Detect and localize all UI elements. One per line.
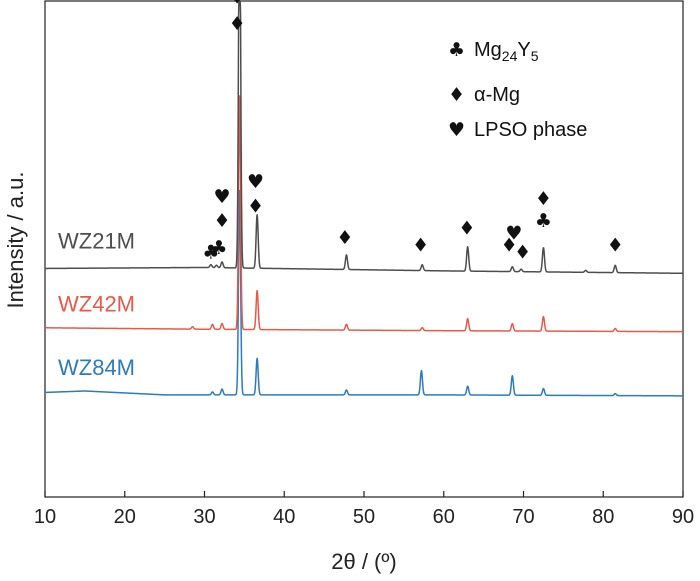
series-line-wz42m (44, 95, 684, 333)
phase-marker-3: ♥ (214, 186, 231, 208)
legend-label-lpso: LPSO phase (474, 119, 587, 141)
sample-label-wz84m: WZ84M (58, 355, 135, 380)
annotation-layer: ♣♣♦♥♦♥♦♥♦♦♦♦♥♦♣♦♦ (202, 0, 623, 264)
legend-symbol-heart: ♥ (448, 119, 465, 141)
phase-marker-16: ♦ (607, 234, 624, 256)
x-tick-label-80: 80 (592, 506, 614, 528)
phase-marker-14: ♣ (535, 210, 552, 232)
ticks-layer: 10 20 30 40 50 60 70 80 90 (34, 491, 694, 528)
phase-marker-6: ♦ (247, 196, 264, 218)
x-tick-label-40: 40 (273, 506, 295, 528)
phase-marker-7: ♥ (247, 171, 264, 193)
legend-symbol-club: ♣ (448, 39, 465, 61)
sample-labels: WZ21M WZ42M WZ84M (58, 228, 135, 379)
x-tick-label-70: 70 (512, 506, 534, 528)
phase-marker-10: ♦ (458, 217, 475, 239)
x-tick-label-30: 30 (193, 506, 215, 528)
series-layer (44, 0, 684, 397)
legend-label-alpha-mg: α-Mg (474, 84, 520, 106)
sample-label-wz42m: WZ42M (58, 292, 135, 317)
x-tick-label-10: 10 (34, 506, 56, 528)
legend-label-mg24y5: Mg24Y5 (474, 39, 539, 64)
phase-marker-12: ♥ (505, 222, 522, 244)
phase-marker-9: ♦ (412, 234, 429, 256)
phase-marker-1: ♣ (210, 237, 227, 259)
phase-marker-4: ♦ (229, 13, 246, 35)
phase-marker-0: ♣ (202, 242, 219, 264)
x-tick-label-90: 90 (672, 506, 694, 528)
series-line-wz21m (44, 0, 684, 275)
x-tick-label-20: 20 (114, 506, 136, 528)
legend-symbol-diamond: ♦ (448, 84, 465, 106)
y-axis-title: Intensity / a.u. (3, 172, 28, 309)
phase-marker-5: ♥ (229, 0, 246, 8)
phase-marker-2: ♦ (214, 210, 231, 232)
phase-marker-15: ♦ (535, 188, 552, 210)
plot-frame (44, 0, 684, 498)
phase-marker-13: ♦ (514, 242, 531, 264)
legend: ♣ Mg24Y5 ♦ α-Mg ♥ LPSO phase (448, 39, 587, 141)
x-axis-title: 2θ / (º) (331, 549, 397, 574)
x-tick-label-50: 50 (353, 506, 375, 528)
series-line-wz84m (44, 189, 684, 397)
phase-marker-11: ♦ (501, 234, 518, 256)
sample-label-wz21m: WZ21M (58, 228, 135, 253)
x-tick-label-60: 60 (433, 506, 455, 528)
phase-marker-8: ♦ (336, 227, 353, 249)
